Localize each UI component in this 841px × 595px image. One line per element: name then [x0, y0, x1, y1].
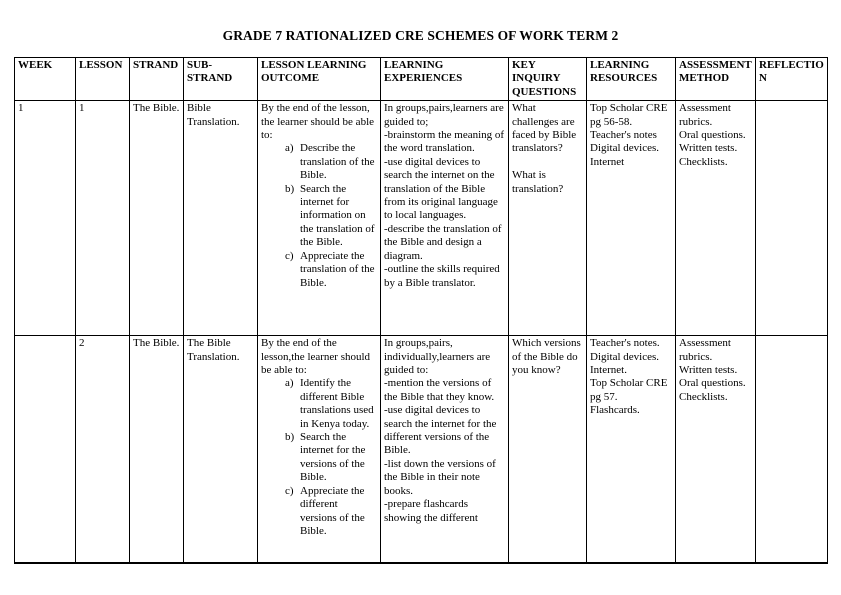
outcome-item-label: a): [285, 377, 294, 390]
outcome-item-label: a): [285, 142, 294, 155]
cell-learning-resources: Top Scholar CRE pg 56-58. Teacher's note…: [586, 100, 676, 337]
cell-lesson: 1: [75, 100, 130, 337]
cell-sub-strand: Bible Translation.: [183, 100, 258, 337]
column-header-lesson-learning-outcome: LESSON LEARNING OUTCOME: [257, 56, 381, 102]
outcome-item-text: Appreciate the different versions of the…: [300, 484, 365, 537]
cell-lesson-learning-outcome: By the end of the lesson,the learner sho…: [257, 335, 381, 564]
cell-learning-experiences: In groups,pairs,learners are guided to; …: [380, 100, 509, 337]
outcome-item: b) Search the internet for the versions …: [261, 431, 377, 485]
column-header-assessment-method: ASSESSMENT METHOD: [675, 56, 756, 102]
outcome-item-text: Identify the different Bible translation…: [300, 377, 374, 430]
outcome-item-text: Describe the translation of the Bible.: [300, 142, 375, 182]
cell-reflection: [755, 100, 828, 337]
outcome-intro: By the end of the lesson,the learner sho…: [261, 337, 373, 377]
column-header-strand: STRAND: [129, 56, 184, 102]
outcome-item: b) Search the internet for information o…: [261, 183, 377, 250]
cell-lesson-learning-outcome: By the end of the lesson, the learner sh…: [257, 100, 381, 337]
outcome-item: c) Appreciate the different versions of …: [261, 485, 377, 539]
column-header-key-inquiry-questions: KEY INQUIRY QUESTIONS: [508, 56, 587, 102]
cell-strand: The Bible.: [129, 100, 184, 337]
cell-lesson: 2: [75, 335, 130, 564]
outcome-item: a) Identify the different Bible translat…: [261, 377, 377, 431]
cell-assessment-method: Assessment rubrics. Written tests. Oral …: [675, 335, 756, 564]
column-header-reflection: REFLECTION: [755, 56, 828, 102]
cell-strand: The Bible.: [129, 335, 184, 564]
cell-week: [14, 335, 76, 564]
outcome-item-text: Search the internet for the versions of …: [300, 431, 366, 484]
column-header-lesson: LESSON: [75, 56, 130, 102]
schemes-of-work-table: WEEK LESSON STRAND SUB-STRAND LESSON LEA…: [14, 56, 828, 564]
outcome-item-text: Search the internet for information on t…: [300, 182, 375, 249]
outcome-item-label: c): [285, 249, 294, 262]
outcome-item: a) Describe the translation of the Bible…: [261, 142, 377, 182]
cell-key-inquiry-questions: What challenges are faced by Bible trans…: [508, 100, 587, 337]
cell-week: 1: [14, 100, 76, 337]
column-header-week: WEEK: [14, 56, 76, 102]
cell-reflection: [755, 335, 828, 564]
cell-assessment-method: Assessment rubrics. Oral questions. Writ…: [675, 100, 756, 337]
page-title: GRADE 7 RATIONALIZED CRE SCHEMES OF WORK…: [222, 28, 619, 43]
outcome-item-label: b): [285, 182, 295, 195]
table-row: 1 1 The Bible. Bible Translation. By the…: [14, 100, 828, 337]
header-row: WEEK LESSON STRAND SUB-STRAND LESSON LEA…: [14, 56, 828, 102]
cell-learning-experiences: In groups,pairs, individually,learners a…: [380, 335, 509, 564]
cell-key-inquiry-questions: Which versions of the Bible do you know?: [508, 335, 587, 564]
column-header-learning-experiences: LEARNING EXPERIENCES: [380, 56, 509, 102]
column-header-sub-strand: SUB-STRAND: [183, 56, 258, 102]
cell-learning-resources: Teacher's notes. Digital devices. Intern…: [586, 335, 676, 564]
table-row: 2 The Bible. The Bible Translation. By t…: [14, 335, 828, 564]
column-header-learning-resources: LEARNING RESOURCES: [586, 56, 676, 102]
outcome-item: c) Appreciate the translation of the Bib…: [261, 250, 377, 290]
outcome-item-label: c): [285, 484, 294, 497]
outcome-intro: By the end of the lesson, the learner sh…: [261, 102, 377, 142]
outcome-item-label: b): [285, 431, 295, 444]
outcome-item-text: Appreciate the translation of the Bible.: [300, 249, 375, 289]
cell-sub-strand: The Bible Translation.: [183, 335, 258, 564]
